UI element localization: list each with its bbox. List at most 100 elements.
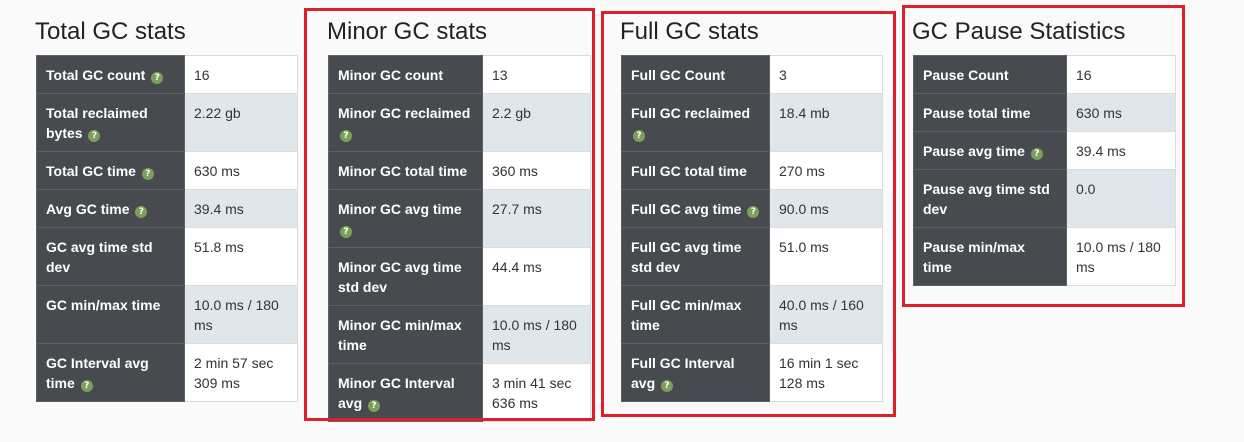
- stat-label: Pause avg time std dev: [913, 169, 1067, 228]
- table-row: Pause Count 16: [913, 55, 1176, 94]
- table-row: GC min/max time 10.0 ms / 180 ms: [36, 285, 298, 344]
- stat-label-text: Pause Count: [923, 67, 1009, 83]
- table-row: Minor GC count 13: [328, 55, 591, 94]
- help-icon[interactable]: ?: [1030, 148, 1043, 160]
- help-icon[interactable]: ?: [661, 380, 674, 392]
- stat-label-text: Minor GC total time: [338, 163, 468, 179]
- help-icon[interactable]: ?: [151, 72, 164, 84]
- full-gc-title: Full GC stats: [620, 18, 759, 45]
- stat-value: 16: [1066, 55, 1176, 94]
- help-icon[interactable]: ?: [141, 168, 154, 180]
- pause-table: Pause Count 16 Pause total time 630 ms Pause…: [913, 55, 1176, 286]
- table-row: GC Interval avg time ? 2 min 57 sec 309 m…: [36, 343, 298, 402]
- stat-label-text: GC avg time std dev: [46, 239, 153, 275]
- stat-label: Pause total time: [913, 93, 1067, 132]
- help-icon[interactable]: ?: [80, 380, 93, 392]
- stat-value: 40.0 ms / 160 ms: [769, 285, 883, 344]
- stat-label-text: Minor GC avg time std dev: [338, 259, 462, 295]
- stat-value: 3 min 41 sec 636 ms: [482, 363, 591, 422]
- stat-label: GC min/max time: [36, 285, 185, 344]
- full-gc-table: Full GC Count 3 Full GC reclaimed ? 18.4 mb…: [621, 55, 883, 402]
- stat-value: 2.22 gb: [184, 93, 298, 152]
- stat-label: Pause Count: [913, 55, 1067, 94]
- help-icon[interactable]: ?: [135, 206, 148, 218]
- total-gc-table: Total GC count ? 16 Total reclaimed bytes …: [36, 55, 298, 402]
- stat-value: 39.4 ms: [184, 189, 298, 228]
- stat-value: 27.7 ms: [482, 189, 591, 248]
- help-icon[interactable]: ?: [368, 400, 381, 412]
- table-row: Full GC min/max time 40.0 ms / 160 ms: [621, 285, 883, 344]
- stat-label-text: Minor GC Interval avg: [338, 375, 455, 411]
- help-icon[interactable]: ?: [747, 206, 760, 218]
- stat-value: 51.0 ms: [769, 227, 883, 286]
- table-row: Full GC total time 270 ms: [621, 151, 883, 190]
- stat-label-text: Total reclaimed bytes: [46, 105, 148, 141]
- table-row: Pause min/max time 10.0 ms / 180 ms: [913, 227, 1176, 286]
- stat-value: 360 ms: [482, 151, 591, 190]
- table-row: Minor GC reclaimed ? 2.2 gb: [328, 93, 591, 152]
- stat-label-text: Minor GC count: [338, 67, 443, 83]
- stat-value: 3: [769, 55, 883, 94]
- stat-value: 10.0 ms / 180 ms: [184, 285, 298, 344]
- stat-value: 270 ms: [769, 151, 883, 190]
- table-row: Full GC avg time std dev 51.0 ms: [621, 227, 883, 286]
- stat-label: Total GC time ?: [36, 151, 185, 190]
- table-row: Total GC time ? 630 ms: [36, 151, 298, 190]
- help-icon[interactable]: ?: [88, 130, 101, 142]
- stat-label: Minor GC avg time std dev: [328, 247, 483, 306]
- stat-value: 630 ms: [1066, 93, 1176, 132]
- stat-value: 0.0: [1066, 169, 1176, 228]
- stat-value: 2 min 57 sec 309 ms: [184, 343, 298, 402]
- help-icon[interactable]: ?: [633, 130, 645, 142]
- stat-label-text: Full GC total time: [631, 163, 747, 179]
- table-row: Pause avg time std dev 0.0: [913, 169, 1176, 228]
- stat-value: 44.4 ms: [482, 247, 591, 306]
- stat-label-text: GC Interval avg time: [46, 355, 149, 391]
- stat-label: Full GC min/max time: [621, 285, 770, 344]
- stat-label-text: Pause total time: [923, 105, 1031, 121]
- table-row: Pause avg time ? 39.4 ms: [913, 131, 1176, 170]
- table-row: Total reclaimed bytes ? 2.22 gb: [36, 93, 298, 152]
- stat-label: Avg GC time ?: [36, 189, 185, 228]
- minor-gc-table: Minor GC count 13 Minor GC reclaimed ? 2.2 …: [328, 55, 591, 422]
- stat-label-text: Full GC Interval avg: [631, 355, 735, 391]
- stat-value: 16 min 1 sec 128 ms: [769, 343, 883, 402]
- table-row: Full GC avg time ? 90.0 ms: [621, 189, 883, 228]
- stat-label: Minor GC count: [328, 55, 483, 94]
- stat-label: Full GC Interval avg ?: [621, 343, 770, 402]
- stat-value: 39.4 ms: [1066, 131, 1176, 170]
- stat-value: 10.0 ms / 180 ms: [482, 305, 591, 364]
- stat-value: 13: [482, 55, 591, 94]
- stat-label-text: Full GC reclaimed: [631, 105, 751, 121]
- stat-value: 16: [184, 55, 298, 94]
- stat-label: Full GC total time: [621, 151, 770, 190]
- stat-label: GC Interval avg time ?: [36, 343, 185, 402]
- table-row: Total GC count ? 16: [36, 55, 298, 94]
- stat-label: Full GC reclaimed ?: [621, 93, 770, 152]
- stat-label-text: Minor GC reclaimed: [338, 105, 471, 121]
- stat-label-text: Total GC time: [46, 163, 136, 179]
- stat-label: Total GC count ?: [36, 55, 185, 94]
- help-icon[interactable]: ?: [340, 130, 352, 142]
- stat-value: 2.2 gb: [482, 93, 591, 152]
- stat-value: 10.0 ms / 180 ms: [1066, 227, 1176, 286]
- minor-gc-title: Minor GC stats: [327, 18, 488, 45]
- stat-label-text: Full GC min/max time: [631, 297, 742, 333]
- stat-label: Total reclaimed bytes ?: [36, 93, 185, 152]
- stat-label-text: Avg GC time: [46, 201, 130, 217]
- stat-label: Minor GC avg time ?: [328, 189, 483, 248]
- stat-label-text: GC min/max time: [46, 297, 161, 313]
- stat-label: GC avg time std dev: [36, 227, 185, 286]
- stat-value: 51.8 ms: [184, 227, 298, 286]
- stat-label-text: Minor GC min/max time: [338, 317, 462, 353]
- stat-label: Pause avg time ?: [913, 131, 1067, 170]
- stat-label: Full GC avg time ?: [621, 189, 770, 228]
- stat-value: 630 ms: [184, 151, 298, 190]
- stat-label-text: Pause min/max time: [923, 239, 1025, 275]
- help-icon[interactable]: ?: [340, 226, 352, 238]
- stat-label: Minor GC Interval avg ?: [328, 363, 483, 422]
- table-row: Full GC Interval avg ? 16 min 1 sec 128 m…: [621, 343, 883, 402]
- table-row: Full GC reclaimed ? 18.4 mb: [621, 93, 883, 152]
- stat-value: 90.0 ms: [769, 189, 883, 228]
- stat-label-text: Pause avg time std dev: [923, 181, 1050, 217]
